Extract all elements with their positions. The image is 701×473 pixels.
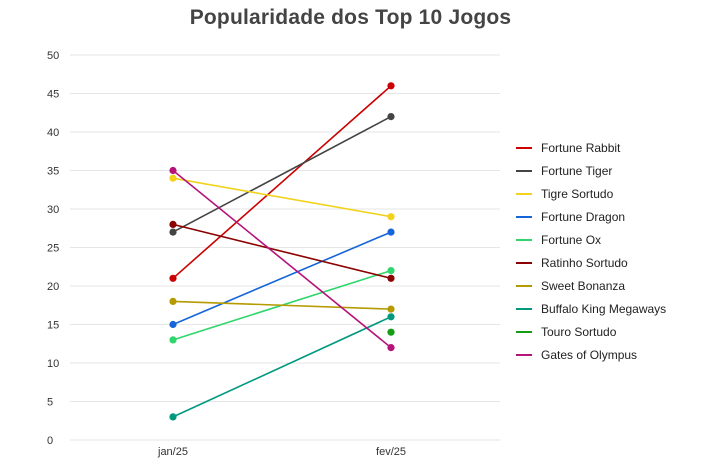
legend-swatch bbox=[516, 261, 532, 264]
series-points bbox=[169, 82, 395, 421]
axes: 0 5 10 15 20 25 30 35 40 45 50 jan/25 fev/25 bbox=[47, 50, 406, 458]
data-point bbox=[169, 166, 177, 175]
legend-swatch bbox=[516, 353, 532, 356]
legend-swatch bbox=[516, 330, 532, 333]
series-line bbox=[172, 177, 392, 218]
legend-swatch bbox=[516, 284, 532, 287]
legend-label: Fortune Rabbit bbox=[541, 140, 621, 155]
data-point bbox=[169, 320, 177, 329]
legend-item: Fortune Ox bbox=[516, 228, 666, 251]
data-point bbox=[387, 213, 395, 221]
chart-title: Popularidade dos Top 10 Jogos bbox=[189, 6, 512, 29]
data-point bbox=[169, 297, 177, 305]
legend-swatch bbox=[516, 146, 532, 149]
legend-label: Touro Sortudo bbox=[541, 324, 617, 339]
series-line bbox=[172, 223, 392, 280]
data-point bbox=[387, 344, 395, 352]
data-point bbox=[387, 267, 395, 275]
series-line bbox=[172, 85, 392, 279]
legend-label: Tigre Sortudo bbox=[541, 186, 614, 201]
legend: Fortune Rabbit Fortune Tiger Tigre Sortudo… bbox=[516, 136, 666, 366]
x-tick-label: fev/25 bbox=[376, 446, 406, 458]
data-point bbox=[169, 336, 177, 344]
data-point bbox=[169, 274, 177, 282]
legend-swatch bbox=[516, 215, 532, 218]
data-point bbox=[169, 220, 177, 228]
legend-label: Fortune Tiger bbox=[541, 163, 613, 178]
series-lines bbox=[172, 85, 392, 418]
legend-item: Buffalo King Megaways bbox=[516, 297, 666, 320]
x-tick-label: jan/25 bbox=[157, 446, 188, 458]
legend-item: Sweet Bonanza bbox=[516, 274, 666, 297]
data-point bbox=[387, 305, 395, 313]
legend-item: Fortune Rabbit bbox=[516, 136, 666, 159]
y-tick-label: 25 bbox=[47, 243, 59, 255]
legend-item: Fortune Tiger bbox=[516, 159, 666, 182]
series-line bbox=[172, 300, 392, 310]
legend-label: Fortune Ox bbox=[541, 232, 602, 247]
y-tick-label: 45 bbox=[47, 89, 59, 101]
series-line bbox=[172, 231, 392, 326]
grid bbox=[70, 54, 500, 441]
series-line bbox=[172, 115, 392, 233]
legend-swatch bbox=[516, 307, 532, 310]
data-point bbox=[387, 328, 395, 336]
y-tick-label: 30 bbox=[47, 204, 59, 216]
data-point bbox=[387, 313, 395, 321]
legend-label: Ratinho Sortudo bbox=[541, 255, 628, 270]
y-tick-label: 20 bbox=[47, 281, 59, 293]
y-tick-label: 15 bbox=[47, 320, 59, 332]
y-tick-label: 50 bbox=[47, 50, 59, 62]
legend-item: Touro Sortudo bbox=[516, 320, 666, 343]
legend-label: Sweet Bonanza bbox=[541, 278, 626, 293]
y-tick-label: 35 bbox=[47, 166, 59, 178]
legend-label: Gates of Olympus bbox=[541, 347, 638, 362]
legend-label: Fortune Dragon bbox=[541, 209, 626, 224]
series-line bbox=[172, 169, 392, 349]
y-tick-label: 40 bbox=[47, 127, 59, 139]
series-line bbox=[172, 316, 392, 418]
legend-item: Fortune Dragon bbox=[516, 205, 666, 228]
data-point bbox=[387, 228, 395, 236]
legend-label: Buffalo King Megaways bbox=[541, 301, 667, 316]
legend-item: Ratinho Sortudo bbox=[516, 251, 666, 274]
y-tick-label: 0 bbox=[47, 435, 53, 447]
data-point bbox=[387, 82, 395, 90]
data-point bbox=[169, 413, 177, 421]
data-point bbox=[387, 113, 395, 121]
legend-item: Gates of Olympus bbox=[516, 343, 666, 366]
legend-swatch bbox=[516, 238, 532, 241]
data-point bbox=[169, 174, 177, 182]
legend-swatch bbox=[516, 192, 532, 195]
y-tick-label: 10 bbox=[47, 358, 59, 370]
legend-swatch bbox=[516, 169, 532, 172]
legend-item: Tigre Sortudo bbox=[516, 182, 666, 205]
data-point bbox=[169, 228, 177, 236]
data-point bbox=[387, 274, 395, 282]
y-tick-label: 5 bbox=[47, 397, 53, 409]
